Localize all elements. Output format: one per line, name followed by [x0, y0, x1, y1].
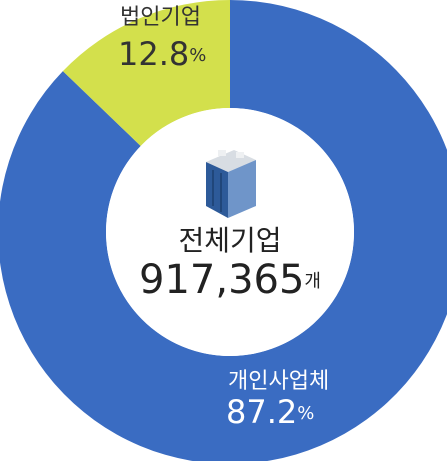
slice-value-unit: %: [297, 403, 314, 424]
slice-value-number: 87.2: [226, 393, 297, 431]
slice-label: 법인기업: [120, 5, 201, 30]
building-icon: [206, 150, 256, 218]
slice-label: 개인사업체: [228, 369, 329, 394]
slice-value-unit: %: [189, 45, 206, 66]
center-total: 917,365개: [139, 257, 321, 303]
center-value: 917,365: [139, 257, 304, 303]
donut-hole: [106, 108, 354, 356]
slice-value: 12.8%: [118, 35, 206, 73]
center-label: 전체기업: [178, 224, 281, 257]
slice-value-number: 12.8: [118, 35, 189, 73]
slice: [62, 0, 230, 146]
slice-value: 87.2%: [226, 393, 314, 431]
center-unit: 개: [304, 271, 321, 292]
